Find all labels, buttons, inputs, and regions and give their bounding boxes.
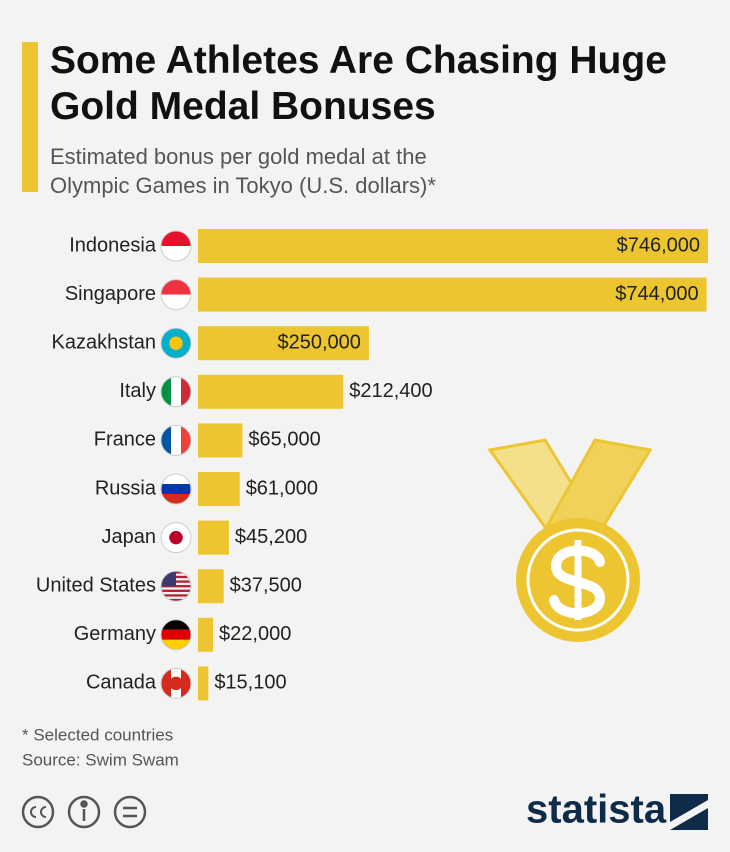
category-label: Singapore [65,283,156,305]
flag-stripe [161,294,191,310]
flag-border [160,279,192,311]
value-label: $61,000 [246,477,318,499]
flag-stripe [171,376,181,407]
license-icons [21,795,147,829]
flag-stripe [181,376,191,407]
flag-stripe [161,629,191,640]
category-label: Canada [86,672,157,694]
flag [161,668,191,699]
flag-stripe [161,619,191,630]
brand-icon [670,794,708,830]
category-label: Italy [119,380,156,402]
bar [198,520,229,555]
flag-emblem [169,676,183,691]
flag-emblem [169,530,183,545]
flag-border [160,376,192,408]
flag-stripe [161,474,191,484]
flag [161,474,191,504]
flag [161,279,191,310]
category-label: France [94,429,156,451]
bar [198,423,243,458]
flag-stripe [161,425,171,456]
flag-stripe [181,668,191,699]
value-label: $65,000 [248,429,320,451]
flag-stripe [171,425,181,456]
source: Source: Swim Swam [22,750,179,769]
flag-border [160,424,192,456]
bar [198,326,369,361]
flag-stripe [161,484,191,494]
flag-border [160,230,192,262]
value-label: $212,400 [349,380,432,402]
value-label: $45,200 [235,526,307,548]
value-label: $22,000 [219,623,291,645]
bar [198,472,240,506]
category-label: Germany [74,623,156,645]
brand: statista [526,788,667,832]
medal-illustration [487,438,653,642]
value-label: $746,000 [617,234,700,256]
flag-stripe [161,594,191,597]
flag-stripe [161,494,191,504]
title-accent [22,42,38,192]
flag-border [160,473,192,505]
flag-stripe [161,231,191,246]
category-label: United States [36,574,156,596]
flag [161,425,191,456]
value-label: $37,500 [230,574,302,596]
flag-stripe [161,246,191,261]
flag [161,522,191,553]
flag-stripe [161,376,171,407]
category-label: Russia [95,477,157,499]
flag-stripe [161,279,191,295]
value-label: $250,000 [277,331,360,353]
category-label: Japan [102,526,157,548]
bar [198,617,214,652]
bar [198,569,224,604]
flag-border [160,667,192,699]
bar [198,374,344,409]
flag-stripe [161,589,191,592]
flag-stripe [161,639,191,650]
flag-stripe [161,598,191,602]
flag-border [160,619,192,651]
value-label: $744,000 [615,283,698,305]
flag [161,231,191,261]
flag-stripe [181,425,191,456]
flag [161,619,191,650]
flag-border [160,327,192,359]
chart-title: Some Athletes Are Chasing Huge Gold Meda… [50,39,667,128]
chart-subtitle: Estimated bonus per gold medal at the Ol… [50,144,436,198]
flag-stripe [161,668,171,699]
value-label: $15,100 [214,672,286,694]
flag-border [160,570,192,602]
flag-emblem [169,336,183,350]
flag [161,376,191,407]
flag-border [160,522,192,554]
flag [161,328,191,359]
category-label: Kazakhstan [51,331,156,353]
footnote: * Selected countries [22,725,173,744]
bar [198,277,707,312]
bar [198,229,708,263]
category-label: Indonesia [69,234,157,256]
bar [198,666,209,701]
